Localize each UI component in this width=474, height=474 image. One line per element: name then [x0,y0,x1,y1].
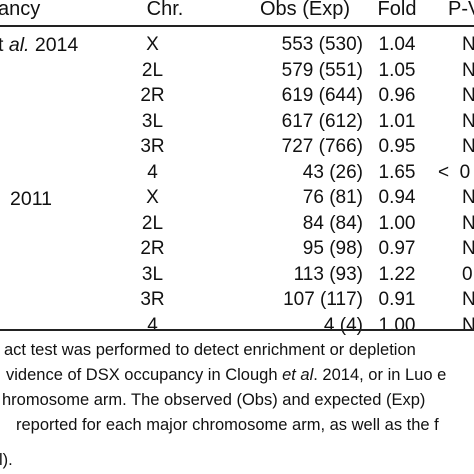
cell-chromosome: 2R [140,238,165,259]
cell-chromosome: 2R [140,85,165,106]
header-occupancy: ancy [0,0,41,20]
cell-obs-exp: 84 (84) [302,212,363,234]
footnote-line-4: reported for each major chromosome arm, … [16,416,439,434]
cell-obs-exp: 43 (26) [302,161,363,183]
cell-fold: 0.95 [378,136,416,157]
group-label-clough: t al. 2014 [0,34,79,56]
cell-fold: 1.05 [378,59,416,81]
cell-fold: 1.01 [378,110,416,132]
cell-p-value: 0 [462,263,473,285]
cell-fold: 1.00 [378,212,416,234]
cell-chromosome: 4 [147,161,158,183]
cell-fold: 0.94 [378,187,416,208]
cell-chromosome: X [146,187,159,208]
cell-obs-exp: 4 (4) [323,314,363,336]
cell-obs-exp: 727 (766) [281,136,363,157]
cell-fold: 1.00 [378,314,416,336]
cell-p-value: N [462,289,474,310]
group-label-luo: 2011 [10,188,52,210]
cell-p-value: N [462,187,474,208]
cell-chromosome: 3L [141,263,164,285]
cell-chromosome: 3L [141,110,164,132]
table-bottom-rule [0,329,474,331]
cell-obs-exp: 95 (98) [302,238,363,259]
header-p-value: P-V [448,0,474,20]
cell-p-value: N [462,136,474,157]
header-obs-exp: Obs (Exp) [259,0,351,20]
cell-p-value: < 0 [438,161,471,183]
cell-chromosome: 2L [141,212,164,234]
cell-p-value: N [462,212,474,234]
header-chromosome: Chr. [146,0,184,20]
cell-chromosome: 2L [141,59,164,81]
cell-p-value: N [462,34,474,55]
cell-obs-exp: 617 (612) [281,110,363,132]
footnote-line-5: l). [0,451,13,469]
cell-p-value: N [462,238,474,259]
cell-p-value: N [462,110,474,132]
cell-obs-exp: 553 (530) [281,34,363,55]
cell-chromosome: 4 [147,314,158,336]
cell-obs-exp: 579 (551) [281,59,363,81]
cell-fold: 1.22 [378,263,416,285]
cell-fold: 1.65 [378,161,416,183]
footnote-line-3: hromosome arm. The observed (Obs) and ex… [2,391,426,409]
footnote-line-1: act test was performed to detect enrichm… [4,341,416,359]
cell-chromosome: 3R [140,289,165,310]
cell-obs-exp: 619 (644) [281,85,363,106]
cell-fold: 1.04 [378,34,416,55]
header-rule [0,25,474,27]
cell-obs-exp: 107 (117) [283,289,363,310]
cell-p-value: N [462,85,474,106]
cell-obs-exp: 113 (93) [293,263,363,285]
cell-chromosome: X [146,34,159,55]
cell-chromosome: 3R [140,136,165,157]
cell-fold: 0.96 [378,85,416,106]
cell-obs-exp: 76 (81) [302,187,363,208]
cell-fold: 0.91 [378,289,416,310]
cell-fold: 0.97 [378,238,416,259]
header-fold: Fold [377,0,417,20]
footnote-line-2: vidence of DSX occupancy in Clough et al… [6,366,447,384]
cell-p-value: N [462,314,474,336]
cell-p-value: N [462,59,474,81]
